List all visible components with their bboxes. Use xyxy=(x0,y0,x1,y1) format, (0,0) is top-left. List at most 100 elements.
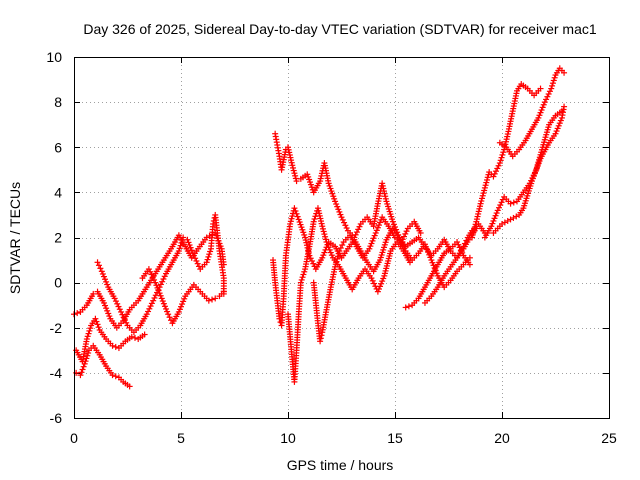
data-point-marker xyxy=(116,306,123,313)
data-point-marker xyxy=(153,282,160,289)
data-point-marker xyxy=(321,249,328,256)
data-point-marker xyxy=(555,122,562,129)
data-point-marker xyxy=(293,210,300,217)
data-point-marker xyxy=(291,170,298,177)
data-point-marker xyxy=(164,308,171,315)
data-point-marker xyxy=(176,306,183,313)
y-tick-label: 0 xyxy=(54,275,62,291)
data-point-marker xyxy=(319,223,326,230)
data-point-marker xyxy=(367,243,374,250)
data-point-marker xyxy=(111,295,118,302)
grid-lines xyxy=(74,57,609,418)
data-point-marker xyxy=(553,128,560,135)
data-point-marker xyxy=(322,233,329,240)
data-point-marker xyxy=(187,244,194,251)
data-point-marker xyxy=(307,255,314,262)
data-point-marker xyxy=(557,117,564,124)
data-point-marker xyxy=(82,358,89,365)
data-point-marker xyxy=(374,224,381,231)
data-point-marker xyxy=(352,231,359,238)
data-point-marker xyxy=(406,259,413,266)
data-point-marker xyxy=(83,336,90,343)
data-point-marker xyxy=(482,182,489,189)
data-point-marker xyxy=(343,225,350,232)
data-point-marker xyxy=(308,257,315,264)
data-point-marker xyxy=(541,99,548,106)
data-point-marker xyxy=(78,369,85,376)
data-point-marker xyxy=(119,311,126,318)
data-point-marker xyxy=(378,280,385,287)
data-point-marker xyxy=(373,227,380,234)
data-point-marker xyxy=(112,373,119,380)
data-point-marker xyxy=(87,325,94,332)
data-point-marker xyxy=(336,208,343,215)
data-point-marker xyxy=(95,262,102,269)
data-point-marker xyxy=(470,229,477,236)
data-point-marker xyxy=(185,239,192,246)
data-point-marker xyxy=(289,213,296,220)
data-point-marker xyxy=(287,220,294,227)
data-point-marker xyxy=(180,234,187,241)
data-point-marker xyxy=(334,203,341,210)
data-point-marker xyxy=(429,259,436,266)
data-point-marker xyxy=(151,294,158,301)
data-point-marker xyxy=(426,251,433,258)
data-point-marker xyxy=(105,310,112,317)
x-tick-label: 10 xyxy=(280,430,296,446)
data-point-marker xyxy=(335,206,342,213)
data-point-marker xyxy=(319,225,326,232)
data-point-marker xyxy=(318,332,325,339)
data-point-marker xyxy=(291,205,298,212)
data-point-marker xyxy=(471,223,478,230)
data-point-marker xyxy=(368,275,375,282)
data-point-marker xyxy=(417,229,424,236)
data-point-marker xyxy=(123,319,130,326)
data-point-marker xyxy=(463,237,470,244)
data-point-marker xyxy=(98,268,105,275)
data-point-marker xyxy=(112,298,119,305)
x-tick-label: 0 xyxy=(70,430,78,446)
data-point-marker xyxy=(147,268,154,275)
data-point-marker xyxy=(544,93,551,100)
data-point-marker xyxy=(494,207,501,214)
data-point-marker xyxy=(103,278,110,285)
data-point-marker xyxy=(93,318,100,325)
data-point-marker xyxy=(100,273,107,280)
data-point-marker xyxy=(155,287,162,294)
data-point-marker xyxy=(481,184,488,191)
data-point-marker xyxy=(194,260,201,267)
data-point-marker xyxy=(293,178,300,185)
data-point-marker xyxy=(321,231,328,238)
data-point-marker xyxy=(165,311,172,318)
data-point-marker xyxy=(483,179,490,186)
data-point-marker xyxy=(152,279,159,286)
data-point-marker xyxy=(184,236,191,243)
data-point-marker xyxy=(77,372,84,379)
data-point-marker xyxy=(333,258,340,265)
data-point-marker xyxy=(326,246,333,253)
data-point-marker xyxy=(332,198,339,205)
data-point-marker xyxy=(178,239,185,246)
data-point-marker xyxy=(112,343,119,350)
data-point-marker xyxy=(535,114,542,121)
data-point-marker xyxy=(157,292,164,299)
data-point-marker xyxy=(204,256,211,263)
data-point-marker xyxy=(301,268,308,275)
data-point-marker xyxy=(552,130,559,137)
data-point-marker xyxy=(328,252,335,259)
data-point-marker xyxy=(543,96,550,103)
data-point-marker xyxy=(492,212,499,219)
data-point-marker xyxy=(176,245,183,252)
data-point-marker xyxy=(424,246,431,253)
data-point-marker xyxy=(472,221,479,228)
data-points xyxy=(71,65,568,390)
data-point-marker xyxy=(356,223,363,230)
data-point-marker xyxy=(454,239,461,246)
data-point-marker xyxy=(168,317,175,324)
y-axis-label: SDTVAR / TECUs xyxy=(7,182,23,294)
data-point-marker xyxy=(461,240,468,247)
data-point-marker xyxy=(491,170,498,177)
data-point-marker xyxy=(79,366,86,373)
data-point-marker xyxy=(158,295,165,302)
data-point-marker xyxy=(161,273,168,280)
